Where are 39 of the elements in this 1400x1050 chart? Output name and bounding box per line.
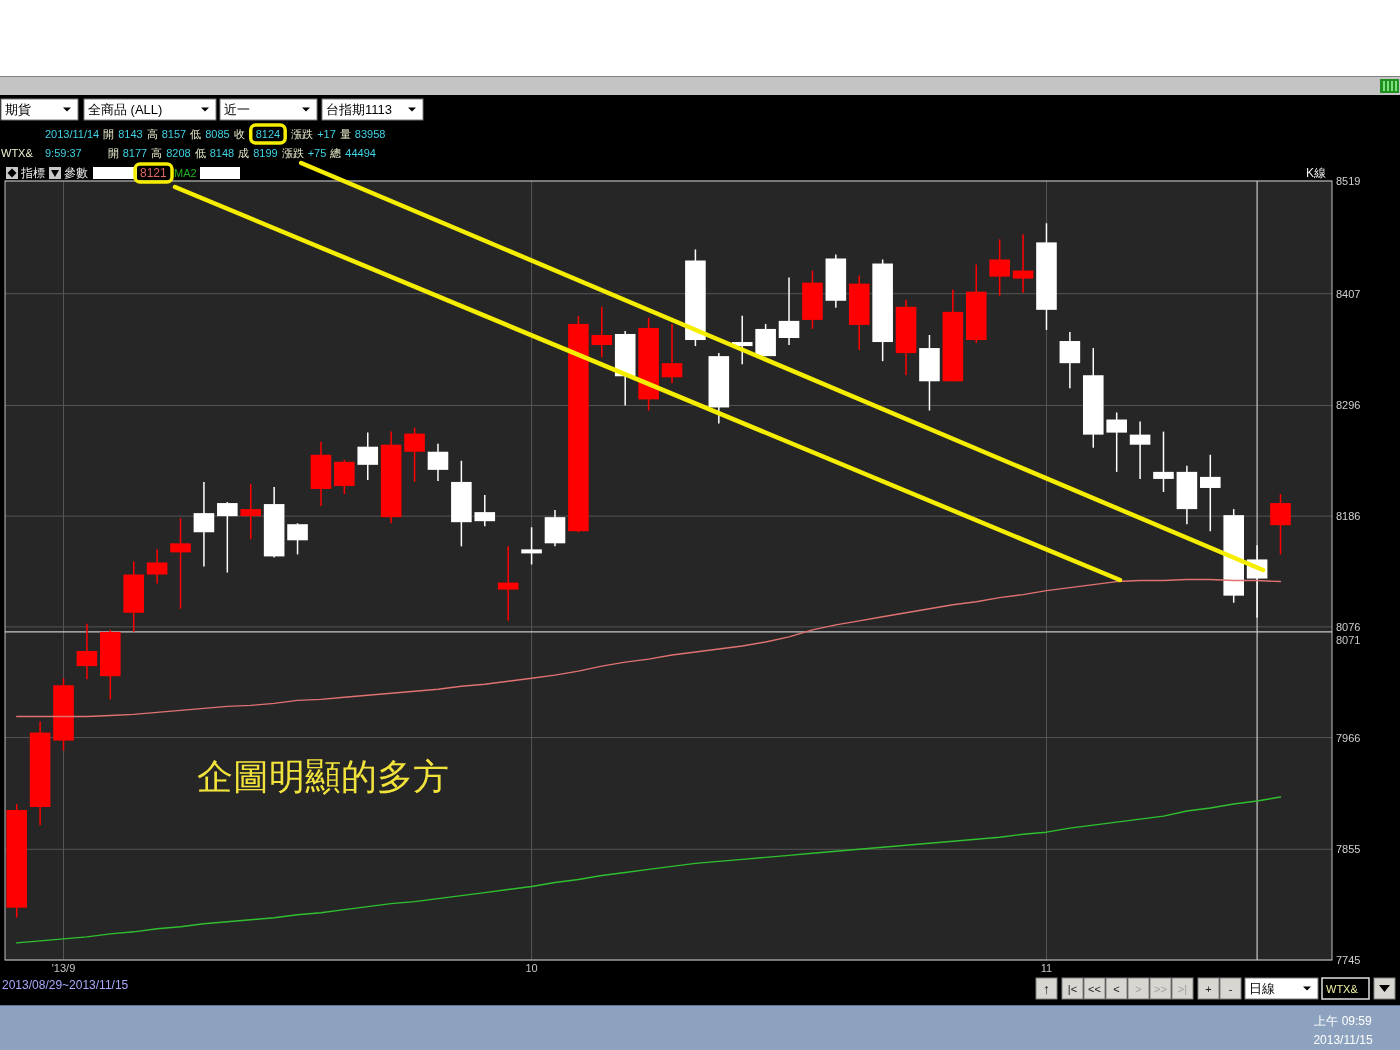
text: 期貨 xyxy=(5,102,31,117)
x-tick-label: 11 xyxy=(1040,962,1053,974)
text: 日線 xyxy=(1249,981,1275,996)
y-tick-label: 8519 xyxy=(1336,175,1361,187)
text: ↑ xyxy=(1043,980,1050,997)
text: >| xyxy=(1177,982,1188,995)
text: 2013/11/15 xyxy=(1313,1033,1373,1047)
text: 近一 xyxy=(224,102,250,117)
text: 參數 xyxy=(64,166,88,180)
text: 9:59:37 開 8177 高 8208 低 8148 成 8199 漲跌 +75 總 44494 xyxy=(45,147,376,159)
y-tick-label: 7966 xyxy=(1336,731,1361,744)
y-tick-label: 8186 xyxy=(1336,510,1361,523)
y-tick-label: 8076 xyxy=(1336,620,1361,633)
text: K線 xyxy=(1306,166,1327,180)
text: MA2 xyxy=(174,167,197,179)
y-tick-label: 7855 xyxy=(1336,843,1361,856)
text: 2013/11/14 開 8143 高 8157 低 8085 收 8124 漲跌 +17 量 83958 xyxy=(45,128,386,140)
text: < xyxy=(1113,982,1120,995)
text: 上午 09:59 xyxy=(1314,1014,1372,1028)
text: 台指期1113 xyxy=(326,102,392,117)
text: 8121 xyxy=(140,166,168,180)
text: 指標 xyxy=(20,166,45,180)
text: > xyxy=(1135,982,1142,995)
text: 全商品 (ALL) xyxy=(88,102,163,117)
text: >> xyxy=(1154,982,1167,995)
text: WTX& xyxy=(1326,982,1359,995)
text: 2013/08/29~2013/11/15 xyxy=(2,978,129,992)
annotation: 企圖明顯的多方 xyxy=(197,755,449,797)
ref-line-label: 8071 xyxy=(1336,633,1361,646)
text: WTX& xyxy=(1,147,34,159)
y-tick-label: 8296 xyxy=(1336,399,1361,412)
x-tick-label: 10 xyxy=(525,962,538,974)
text: |< xyxy=(1067,982,1078,995)
text: - xyxy=(1228,982,1233,995)
x-tick-label: '13/9 xyxy=(51,962,76,974)
y-tick-label: 7745 xyxy=(1336,954,1361,966)
text: << xyxy=(1088,982,1101,995)
text: + xyxy=(1205,982,1212,995)
y-tick-label: 8407 xyxy=(1336,287,1361,300)
